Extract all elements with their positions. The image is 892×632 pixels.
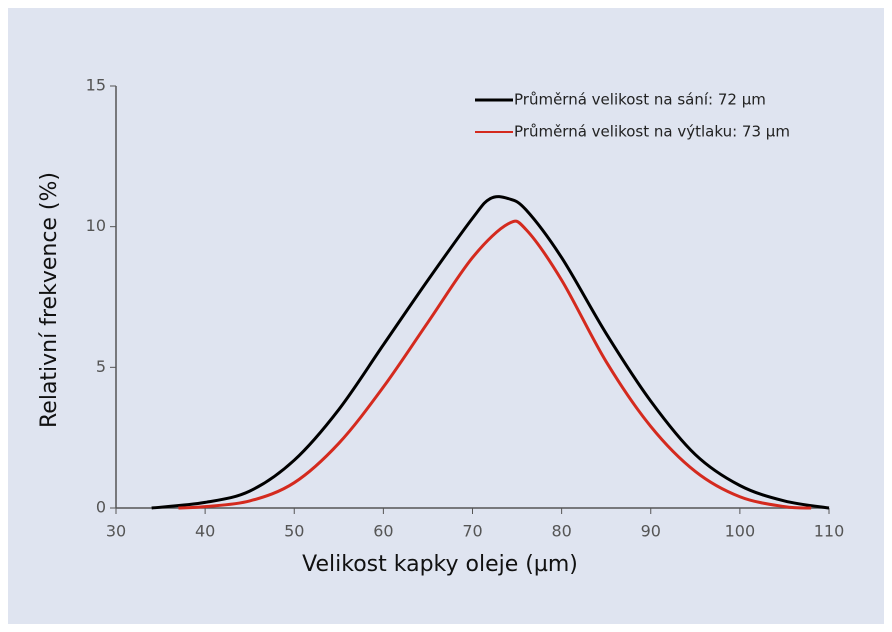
line-series [151, 195, 830, 510]
x-tick-label: 80 [551, 522, 571, 541]
x-tick-label: 60 [373, 522, 393, 541]
y-axis-title: Relativní frekvence (%) [37, 172, 62, 428]
legend-label: Průměrná velikost na výtlaku: 73 µm [514, 123, 790, 141]
x-tick-label: 90 [641, 522, 661, 541]
x-axis-title: Velikost kapky oleje (µm) [302, 552, 578, 577]
x-tick-label: 100 [725, 522, 756, 541]
background [8, 8, 884, 624]
x-tick-label: 40 [195, 522, 215, 541]
y-tick-label: 0 [96, 498, 106, 517]
legend-label: Průměrná velikost na sání: 72 µm [514, 91, 766, 109]
y-tick-label: 10 [86, 216, 106, 235]
x-tick-label: 50 [284, 522, 304, 541]
line-series [178, 219, 812, 510]
x-tick-label: 70 [462, 522, 482, 541]
x-tick-label: 110 [814, 522, 845, 541]
x-tick-label: 30 [106, 522, 126, 541]
y-tick-label: 15 [86, 76, 106, 95]
y-tick-label: 5 [96, 357, 106, 376]
